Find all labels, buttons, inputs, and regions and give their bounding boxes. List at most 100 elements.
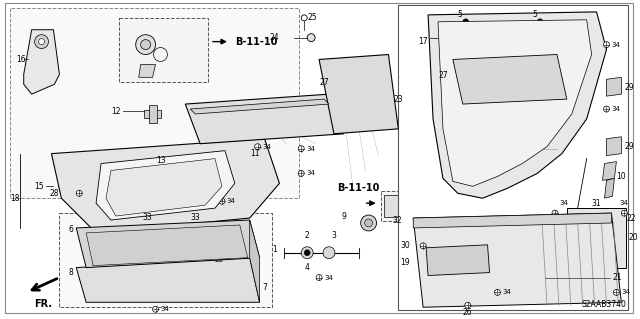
Ellipse shape [172, 163, 184, 174]
Polygon shape [607, 77, 621, 96]
Text: 34: 34 [560, 200, 569, 206]
Polygon shape [607, 137, 621, 156]
Ellipse shape [463, 19, 468, 25]
Bar [119, 18, 208, 82]
Ellipse shape [361, 215, 376, 231]
Text: FR.: FR. [35, 299, 52, 309]
Polygon shape [139, 64, 156, 77]
Polygon shape [86, 225, 248, 266]
Polygon shape [96, 151, 235, 220]
Ellipse shape [152, 306, 159, 312]
Ellipse shape [316, 275, 322, 280]
Ellipse shape [197, 200, 203, 206]
Text: 16: 16 [16, 55, 26, 64]
Text: S2AAB3740: S2AAB3740 [581, 300, 627, 309]
Polygon shape [438, 20, 591, 186]
Ellipse shape [307, 34, 315, 41]
Ellipse shape [166, 177, 179, 189]
Ellipse shape [495, 289, 500, 295]
Text: 33: 33 [190, 213, 200, 222]
Text: 28: 28 [215, 257, 224, 263]
Text: 11: 11 [250, 149, 259, 158]
Text: 27: 27 [319, 78, 329, 87]
Ellipse shape [219, 198, 225, 204]
Text: 34: 34 [227, 198, 236, 204]
Ellipse shape [141, 40, 150, 49]
Polygon shape [76, 220, 260, 268]
Text: 23: 23 [394, 95, 403, 104]
Ellipse shape [177, 167, 180, 170]
Ellipse shape [301, 247, 313, 259]
Ellipse shape [465, 302, 470, 308]
Polygon shape [319, 55, 398, 134]
Ellipse shape [420, 243, 426, 249]
Ellipse shape [537, 19, 543, 25]
Polygon shape [10, 8, 300, 198]
Text: 17: 17 [419, 37, 428, 46]
Text: 22: 22 [627, 213, 636, 223]
Text: B-11-10: B-11-10 [235, 37, 277, 47]
Polygon shape [443, 34, 456, 48]
Bar [381, 191, 415, 221]
Text: 8: 8 [68, 268, 73, 277]
Polygon shape [24, 30, 60, 94]
Ellipse shape [301, 15, 307, 21]
Text: 34: 34 [611, 106, 620, 112]
Text: 3: 3 [332, 231, 337, 240]
Ellipse shape [613, 289, 620, 295]
Ellipse shape [621, 210, 627, 216]
Ellipse shape [255, 144, 260, 150]
Text: 34: 34 [621, 289, 630, 295]
Ellipse shape [38, 39, 45, 45]
Text: 26: 26 [463, 308, 472, 317]
Polygon shape [148, 105, 157, 123]
Polygon shape [567, 208, 627, 268]
Polygon shape [106, 159, 222, 216]
Text: 29: 29 [625, 142, 634, 151]
Text: 34: 34 [502, 289, 511, 295]
Text: 1: 1 [273, 245, 278, 254]
Text: 34: 34 [611, 41, 620, 48]
Ellipse shape [94, 228, 104, 238]
Ellipse shape [298, 146, 304, 152]
Ellipse shape [604, 106, 609, 112]
Text: 15: 15 [34, 182, 44, 191]
Text: 13: 13 [156, 156, 166, 165]
Polygon shape [413, 213, 611, 228]
Ellipse shape [323, 247, 335, 259]
Polygon shape [413, 213, 621, 307]
Polygon shape [605, 178, 614, 198]
Polygon shape [602, 161, 616, 180]
Polygon shape [190, 99, 329, 114]
Bar [398, 5, 628, 310]
Bar [385, 195, 412, 217]
Text: 21: 21 [612, 273, 622, 282]
Ellipse shape [298, 170, 304, 176]
Text: 2: 2 [305, 231, 310, 240]
Text: 9: 9 [342, 211, 347, 220]
Polygon shape [426, 245, 490, 276]
Polygon shape [428, 12, 607, 198]
Polygon shape [185, 94, 344, 144]
Text: 6: 6 [68, 226, 73, 234]
Polygon shape [250, 220, 260, 302]
Text: 12: 12 [111, 107, 121, 115]
Text: 18: 18 [10, 194, 19, 203]
Ellipse shape [76, 190, 82, 196]
Text: 27: 27 [438, 71, 448, 80]
Text: 7: 7 [262, 283, 268, 292]
Text: 34: 34 [324, 275, 333, 280]
Ellipse shape [326, 91, 332, 97]
Text: 20: 20 [628, 234, 638, 242]
Text: 25: 25 [307, 13, 317, 22]
Ellipse shape [207, 257, 213, 263]
Ellipse shape [170, 182, 174, 185]
Text: 30: 30 [401, 241, 410, 250]
Text: 10: 10 [616, 172, 626, 181]
Polygon shape [51, 139, 280, 233]
Text: 5: 5 [458, 10, 463, 19]
Ellipse shape [304, 250, 310, 256]
Text: 19: 19 [401, 258, 410, 267]
Text: 33: 33 [143, 213, 152, 222]
Bar [60, 213, 273, 307]
